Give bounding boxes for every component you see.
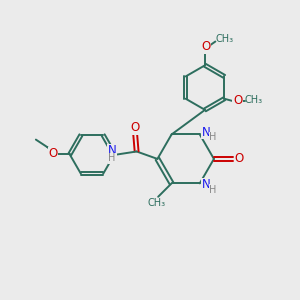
- Text: O: O: [233, 94, 242, 107]
- Text: O: O: [130, 121, 139, 134]
- Text: CH₃: CH₃: [244, 95, 262, 105]
- Text: O: O: [235, 152, 244, 165]
- Text: CH₃: CH₃: [148, 198, 166, 208]
- Text: O: O: [201, 40, 210, 53]
- Text: H: H: [108, 153, 116, 163]
- Text: O: O: [49, 147, 58, 161]
- Text: H: H: [209, 185, 217, 195]
- Text: N: N: [202, 126, 211, 139]
- Text: H: H: [209, 132, 217, 142]
- Text: CH₃: CH₃: [215, 34, 233, 44]
- Text: N: N: [202, 178, 211, 191]
- Text: N: N: [108, 144, 116, 158]
